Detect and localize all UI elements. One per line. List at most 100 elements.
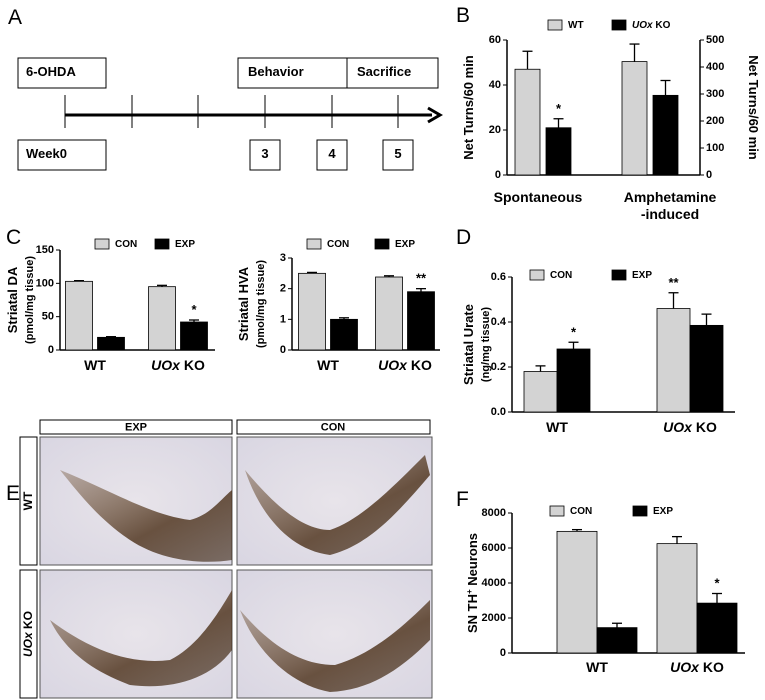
event-box <box>17 57 107 89</box>
y-tick-label: 20 <box>489 124 501 136</box>
bar <box>556 530 598 654</box>
x-tick-label: UOx KO <box>151 357 205 373</box>
bar <box>689 324 724 413</box>
y-tick-label: 0.6 <box>491 271 506 283</box>
y-tick-label: 6000 <box>482 542 506 554</box>
row-label: UOx KO <box>21 611 35 657</box>
x-tick-label: UOx KO <box>670 659 724 675</box>
legend-label: UOx KO <box>632 20 671 31</box>
week-box <box>17 139 107 171</box>
legend-swatch <box>529 269 545 281</box>
significance: * <box>571 325 577 340</box>
y-axis-label: (pmol/mg tissue) <box>24 256 36 344</box>
y-axis-label: (pmol/mg tissue) <box>255 260 267 348</box>
x-tick-label: Spontaneous <box>494 189 583 205</box>
significance: * <box>191 302 197 317</box>
y-tick-label: 50 <box>42 311 54 323</box>
legend-label: CON <box>570 506 592 517</box>
y2-axis-label: Net Turns/60 min <box>746 55 761 160</box>
panel-label: E <box>6 482 20 505</box>
week-label: Week0 <box>26 146 67 161</box>
bar <box>298 272 326 351</box>
bar <box>180 321 208 351</box>
y2-tick-label: 500 <box>706 34 724 46</box>
y-tick-label: 0 <box>48 344 54 356</box>
x-tick-label: WT <box>84 357 106 373</box>
y-tick-label: 0 <box>280 344 286 356</box>
significance: ** <box>416 271 427 286</box>
arrow-head <box>427 106 443 124</box>
week-box <box>249 139 281 171</box>
y-tick-label: 2 <box>280 283 286 295</box>
significance: * <box>714 576 720 591</box>
bar <box>652 94 679 176</box>
bar <box>523 371 558 413</box>
significance: ** <box>668 275 679 290</box>
row-label: WT <box>21 491 35 510</box>
event-label: 6-OHDA <box>26 64 76 79</box>
bar <box>656 308 691 413</box>
y2-tick-label: 0 <box>706 169 712 181</box>
bar <box>696 602 738 654</box>
y2-tick-label: 300 <box>706 88 724 100</box>
panel-label: A <box>8 6 22 29</box>
y2-tick-label: 400 <box>706 61 724 73</box>
micrograph-stain <box>60 470 232 562</box>
y-tick-label: 0 <box>495 169 501 181</box>
row-header <box>19 569 38 699</box>
event-box <box>346 57 439 89</box>
bar <box>621 61 648 176</box>
y-axis-label: Net Turns/60 min <box>461 55 476 160</box>
legend-label: EXP <box>395 239 415 250</box>
legend-label: EXP <box>175 239 195 250</box>
y2-tick-label: 100 <box>706 142 724 154</box>
event-label: Sacrifice <box>357 64 411 79</box>
y-axis-label: Striatal DA <box>5 266 20 333</box>
legend-swatch <box>154 238 170 250</box>
y-tick-label: 0.0 <box>491 406 506 418</box>
y-tick-label: 1 <box>280 313 286 325</box>
column-header <box>39 419 233 435</box>
time-ticks <box>64 95 399 128</box>
column-label: EXP <box>125 421 147 433</box>
y-tick-label: 2000 <box>482 612 506 624</box>
week-box <box>316 139 348 171</box>
bar <box>375 276 403 351</box>
micrograph-stain <box>245 455 430 555</box>
legend-swatch <box>611 19 627 31</box>
y2-tick-label: 200 <box>706 115 724 127</box>
bar <box>330 318 358 351</box>
bar <box>65 280 93 351</box>
y-tick-label: 8000 <box>482 507 506 519</box>
y-tick-label: 0 <box>500 647 506 659</box>
timeline: 6-OHDA Behavior Sacrifice Week0 3 4 5 <box>17 57 443 171</box>
y-tick-label: 3 <box>280 252 286 264</box>
y-tick-label: 4000 <box>482 577 506 589</box>
bar <box>556 348 591 413</box>
y-tick-label: 100 <box>36 277 54 289</box>
legend-label: EXP <box>632 270 652 281</box>
y-tick-label: 150 <box>36 244 54 256</box>
column-label: CON <box>321 421 346 433</box>
x-tick-label: UOx KO <box>663 419 717 435</box>
x-tick-label: Amphetamine -induced <box>624 189 717 222</box>
legend-swatch <box>549 505 565 517</box>
legend-swatch <box>632 505 648 517</box>
panel-label: B <box>456 4 470 27</box>
bar <box>148 286 176 351</box>
y-axis-label: Striatal Urate <box>461 304 476 385</box>
row-header <box>19 436 38 566</box>
x-tick-label: WT <box>586 659 608 675</box>
week-label: 4 <box>328 146 336 161</box>
week-label: 3 <box>261 146 268 161</box>
legend-swatch <box>306 238 322 250</box>
event-label: Behavior <box>248 64 304 79</box>
micrograph-stain <box>50 590 232 687</box>
bar <box>596 627 638 654</box>
legend-label: CON <box>550 270 572 281</box>
bar <box>656 543 698 654</box>
week-label: 5 <box>394 146 401 161</box>
micrograph-stain <box>240 600 430 692</box>
micrographs: EXP CON WT UOx KO <box>19 419 433 699</box>
